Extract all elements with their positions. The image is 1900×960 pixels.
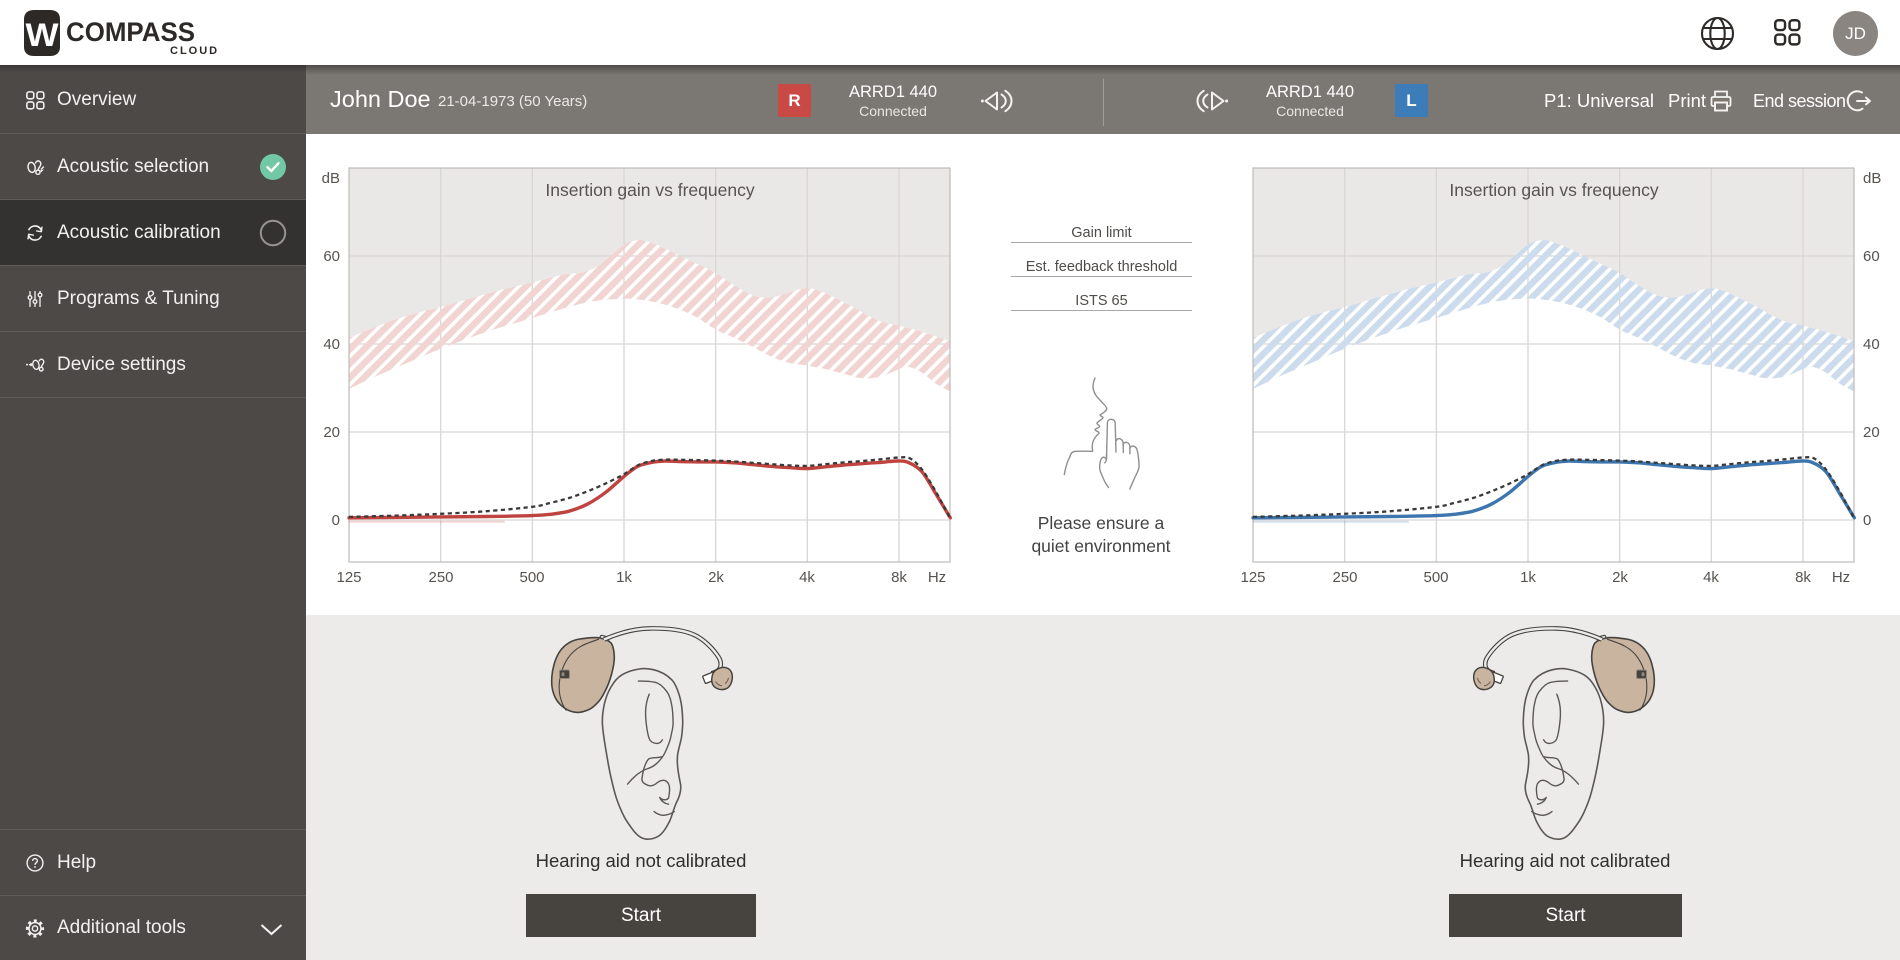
svg-text:CLOUD: CLOUD [170, 45, 219, 57]
svg-text:250: 250 [1332, 569, 1357, 586]
svg-text:COMPASS: COMPASS [66, 17, 195, 47]
svg-text:60: 60 [323, 248, 340, 265]
svg-text:125: 125 [336, 569, 361, 586]
svg-text:20: 20 [1863, 424, 1880, 441]
svg-text:250: 250 [428, 569, 453, 586]
svg-text:4k: 4k [1703, 569, 1719, 586]
svg-text:500: 500 [1423, 569, 1448, 586]
svg-text:8k: 8k [891, 569, 907, 586]
svg-text:Insertion gain vs frequency: Insertion gain vs frequency [1449, 180, 1658, 200]
svg-text:40: 40 [1863, 336, 1880, 353]
svg-text:1k: 1k [1520, 569, 1536, 586]
svg-text:500: 500 [519, 569, 544, 586]
svg-text:125: 125 [1240, 569, 1265, 586]
svg-text:60: 60 [1863, 248, 1880, 265]
svg-text:2k: 2k [1612, 569, 1628, 586]
svg-text:2k: 2k [708, 569, 724, 586]
svg-text:1k: 1k [616, 569, 632, 586]
svg-text:0: 0 [1863, 512, 1871, 529]
svg-text:0: 0 [332, 512, 340, 529]
svg-text:W: W [26, 17, 60, 53]
svg-text:Hz: Hz [928, 569, 946, 586]
svg-text:dB: dB [322, 170, 340, 187]
svg-text:8k: 8k [1795, 569, 1811, 586]
svg-text:dB: dB [1863, 170, 1881, 187]
svg-text:4k: 4k [799, 569, 815, 586]
svg-text:Insertion gain vs frequency: Insertion gain vs frequency [545, 180, 754, 200]
svg-text:Hz: Hz [1832, 569, 1850, 586]
svg-text:20: 20 [323, 424, 340, 441]
svg-text:40: 40 [323, 336, 340, 353]
